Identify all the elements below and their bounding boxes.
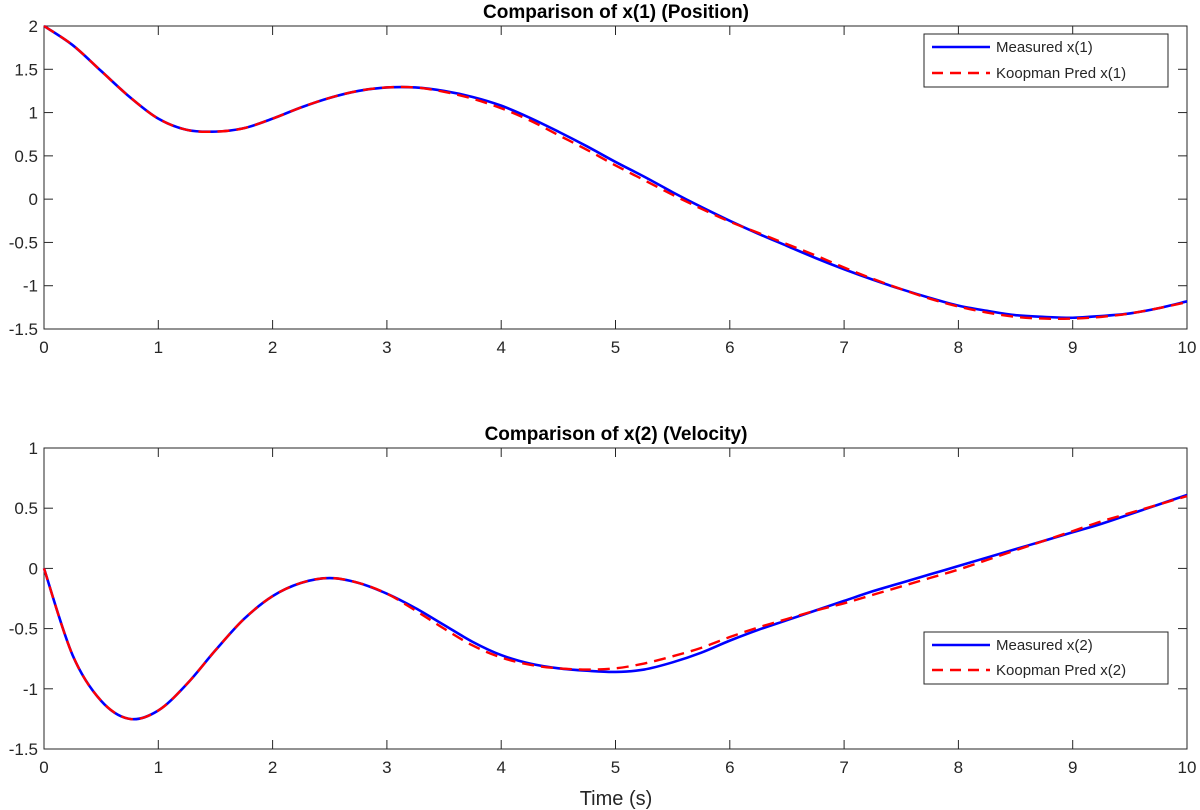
velocity-x-tick-label: 9 xyxy=(1068,758,1077,777)
velocity-legend-koopman-label: Koopman Pred x(2) xyxy=(996,662,1126,679)
position-x-tick-label: 3 xyxy=(382,338,391,357)
position-legend-measured-label: Measured x(1) xyxy=(996,39,1093,56)
position-x-ticks: 0 1 2 3 4 5 6 7 8 9 10 xyxy=(39,26,1196,357)
position-y-tick-label: -1 xyxy=(23,277,38,296)
position-x-tick-label: 0 xyxy=(39,338,48,357)
velocity-x-tick-label: 1 xyxy=(154,758,163,777)
velocity-x-tick-label: 4 xyxy=(496,758,505,777)
position-y-tick-label: 0.5 xyxy=(14,147,38,166)
position-x-tick-label: 1 xyxy=(154,338,163,357)
position-x-tick-label: 2 xyxy=(268,338,277,357)
position-series-lines xyxy=(43,24,1188,321)
position-y-tick-label: -1.5 xyxy=(9,320,38,339)
position-x-tick-label: 10 xyxy=(1178,338,1197,357)
position-y-tick-label: 2 xyxy=(29,17,38,36)
velocity-x-tick-label: 0 xyxy=(39,758,48,777)
velocity-x-tick-label: 6 xyxy=(725,758,734,777)
position-y-tick-label: -0.5 xyxy=(9,233,38,252)
position-series-koopman-line xyxy=(43,25,1188,321)
velocity-x-tick-label: 7 xyxy=(839,758,848,777)
position-x-tick-label: 8 xyxy=(954,338,963,357)
position-x-tick-label: 6 xyxy=(725,338,734,357)
velocity-y-tick-label: 0.5 xyxy=(14,499,38,518)
velocity-legend[interactable]: Measured x(2) Koopman Pred x(2) xyxy=(923,631,1169,685)
velocity-legend-measured-label: Measured x(2) xyxy=(996,637,1093,654)
velocity-axes-box xyxy=(43,447,1188,750)
velocity-series-koopman-line xyxy=(42,495,1188,721)
position-series-measured-line xyxy=(43,24,1188,320)
velocity-x-tick-label: 5 xyxy=(611,758,620,777)
position-x-tick-label: 7 xyxy=(839,338,848,357)
position-x-tick-label: 5 xyxy=(611,338,620,357)
velocity-x-tick-label: 8 xyxy=(954,758,963,777)
velocity-x-tick-label: 10 xyxy=(1178,758,1197,777)
position-y-tick-label: 1 xyxy=(29,104,38,123)
velocity-legend-box xyxy=(923,631,1169,685)
position-title: Comparison of x(1) (Position) xyxy=(483,2,749,23)
position-subplot: Comparison of x(1) (Position) 0 1 2 3 4 5 6 7 8 9… xyxy=(9,2,1197,357)
velocity-x-tick-label: 2 xyxy=(268,758,277,777)
position-x-tick-label: 4 xyxy=(496,338,505,357)
velocity-series-lines xyxy=(42,493,1188,721)
position-y-ticks: -1.5 -1 -0.5 0 0.5 1 1.5 2 xyxy=(9,17,1187,339)
velocity-y-tick-label: 1 xyxy=(29,439,38,458)
velocity-y-tick-label: 0 xyxy=(29,559,38,578)
velocity-subplot: Comparison of x(2) (Velocity) 0 1 2 3 4 5 6 7 8 9… xyxy=(9,424,1197,810)
position-legend[interactable]: Measured x(1) Koopman Pred x(1) xyxy=(923,33,1169,88)
position-legend-box xyxy=(923,33,1169,88)
velocity-y-tick-label: -1 xyxy=(23,680,38,699)
position-y-tick-label: 1.5 xyxy=(14,60,38,79)
velocity-y-tick-label: -0.5 xyxy=(9,620,38,639)
velocity-x-axis-label: Time (s) xyxy=(580,788,653,810)
velocity-y-tick-label: -1.5 xyxy=(9,740,38,759)
velocity-title: Comparison of x(2) (Velocity) xyxy=(485,424,748,445)
velocity-x-tick-label: 3 xyxy=(382,758,391,777)
position-legend-koopman-label: Koopman Pred x(1) xyxy=(996,65,1126,82)
velocity-x-ticks: 0 1 2 3 4 5 6 7 8 9 10 xyxy=(39,448,1196,777)
position-x-tick-label: 9 xyxy=(1068,338,1077,357)
velocity-y-ticks: -1.5 -1 -0.5 0 0.5 1 xyxy=(9,439,1187,759)
position-y-tick-label: 0 xyxy=(29,190,38,209)
